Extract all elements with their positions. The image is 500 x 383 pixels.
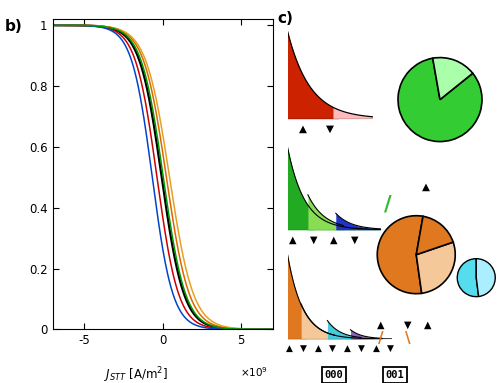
Text: $J_{STT}\ \mathrm{[A/m^2]}$: $J_{STT}\ \mathrm{[A/m^2]}$ [104, 365, 168, 383]
Text: /: / [384, 195, 392, 215]
Text: /: / [378, 331, 384, 347]
Text: ▼: ▼ [300, 344, 307, 352]
Text: ▼: ▼ [326, 124, 334, 134]
Text: ▲: ▲ [372, 344, 380, 352]
Wedge shape [458, 259, 478, 297]
Text: \: \ [404, 331, 410, 347]
Text: 000: 000 [324, 370, 344, 380]
Wedge shape [476, 259, 495, 296]
Text: $\times 10^9$: $\times 10^9$ [240, 365, 268, 379]
Text: ▲: ▲ [344, 344, 350, 352]
Text: ▲: ▲ [289, 235, 296, 245]
Text: ▲: ▲ [378, 319, 385, 329]
Text: ▲: ▲ [314, 344, 322, 352]
Text: ▼: ▼ [329, 344, 336, 352]
Wedge shape [378, 216, 423, 294]
Wedge shape [416, 216, 453, 255]
Wedge shape [398, 58, 482, 142]
Text: ▲: ▲ [424, 319, 431, 329]
Text: ▼: ▼ [404, 319, 411, 329]
Text: ▼: ▼ [358, 344, 365, 352]
Text: ▼: ▼ [310, 235, 318, 245]
Text: ▲: ▲ [298, 124, 306, 134]
Text: ▲: ▲ [422, 182, 430, 192]
Text: ▲: ▲ [330, 235, 338, 245]
Text: c): c) [278, 11, 293, 26]
Wedge shape [416, 242, 455, 293]
Text: ▼: ▼ [351, 235, 359, 245]
Text: 001: 001 [386, 370, 404, 380]
Text: ▲: ▲ [286, 344, 292, 352]
Text: ▼: ▼ [387, 344, 394, 352]
Text: b): b) [5, 19, 23, 34]
Wedge shape [432, 57, 472, 100]
